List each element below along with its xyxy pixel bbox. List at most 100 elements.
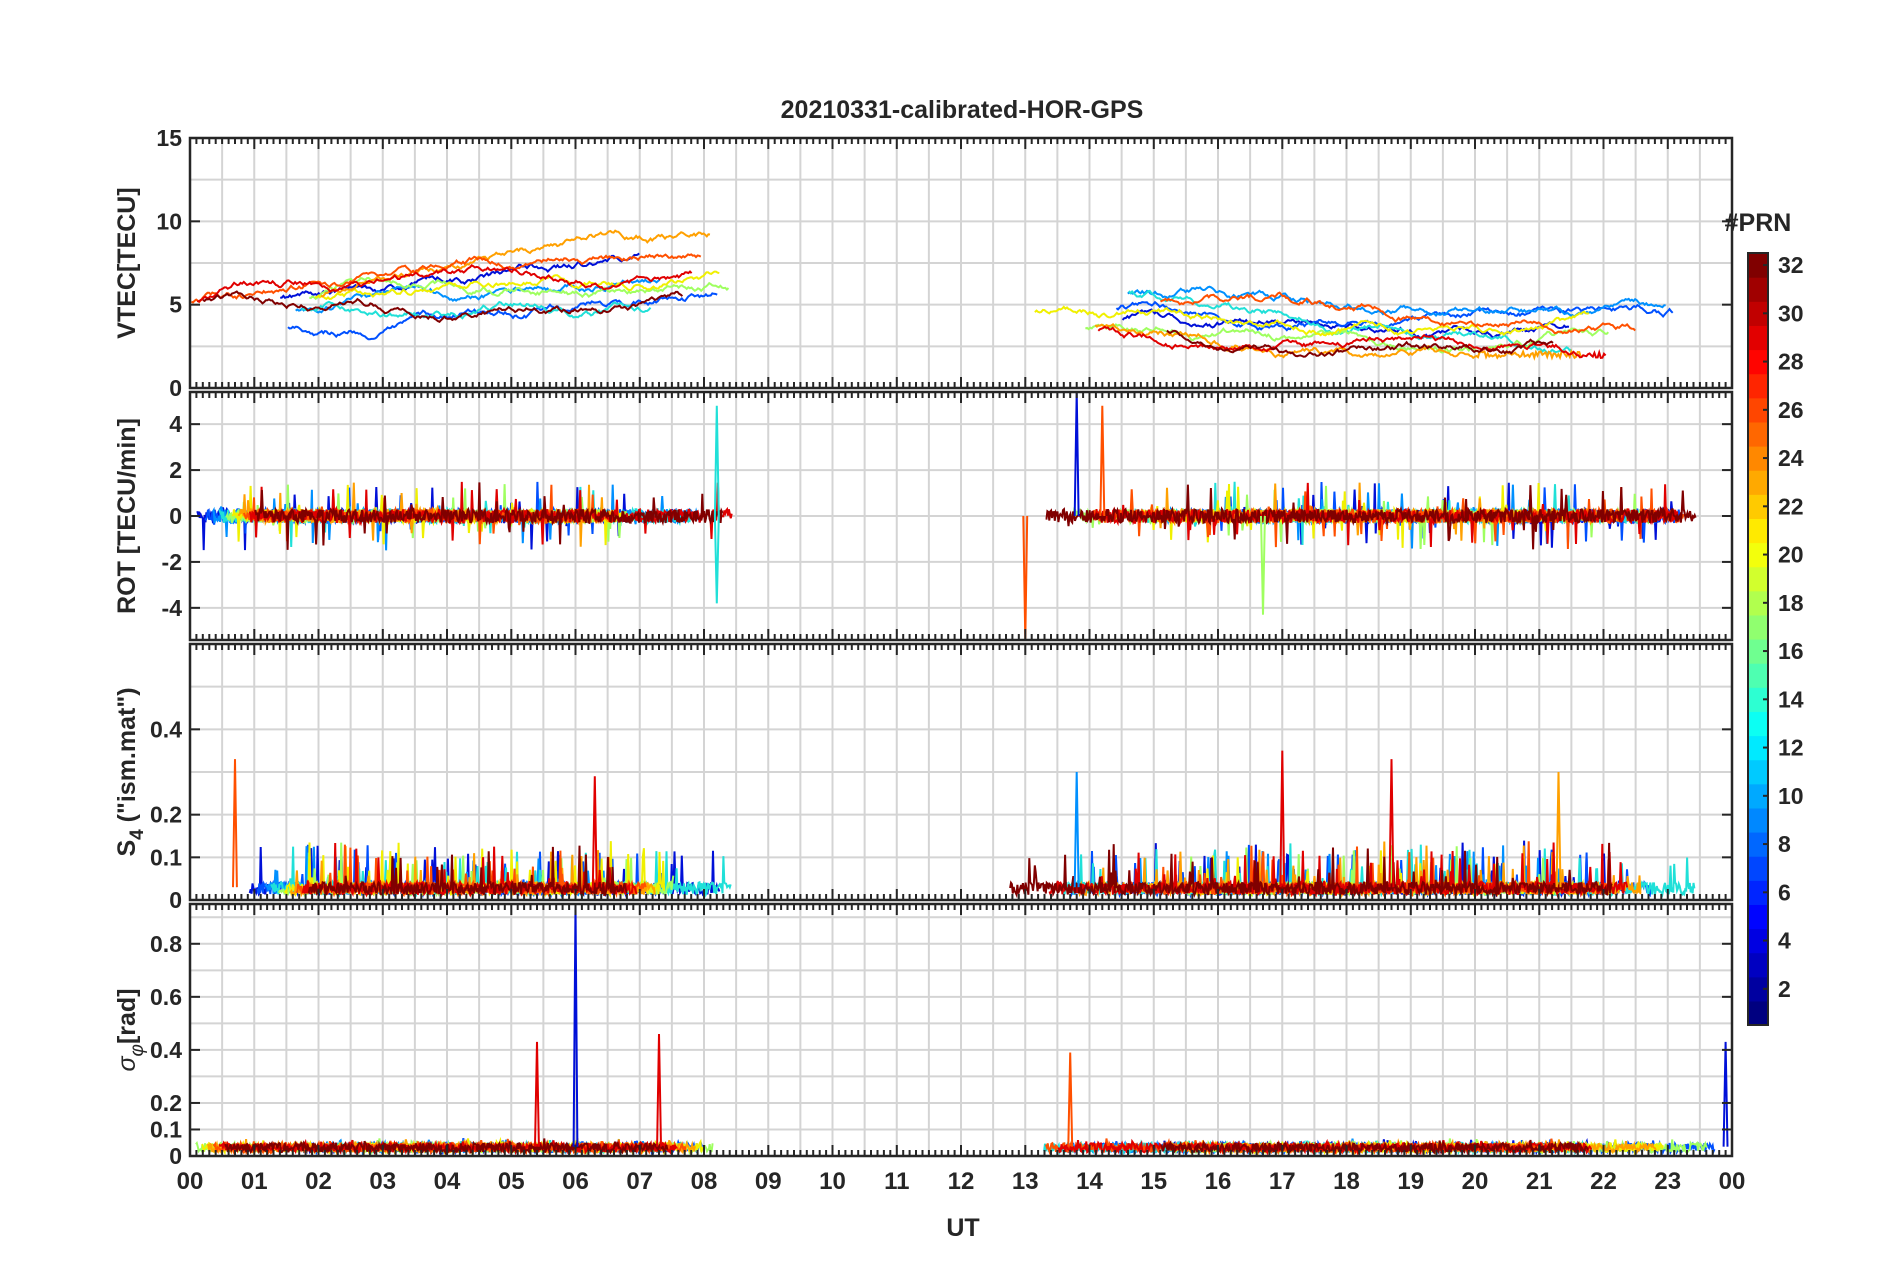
- colorbar-tick-label: 10: [1778, 783, 1804, 809]
- spike-prn-29: [656, 1033, 662, 1147]
- series-prn-29: [196, 264, 693, 303]
- colorbar-tick-label: 32: [1778, 252, 1804, 278]
- colorbar-tick-label: 14: [1778, 686, 1804, 712]
- series-prn-32: [1009, 842, 1613, 899]
- colorbar-swatch: [1748, 687, 1768, 712]
- colorbar-tick-label: 8: [1778, 831, 1791, 857]
- colorbar-swatch: [1748, 663, 1768, 688]
- x-tick-label: 05: [498, 1168, 525, 1195]
- colorbar-swatch: [1748, 832, 1768, 857]
- colorbar-swatch: [1748, 470, 1768, 495]
- series-prn-6: [287, 292, 718, 341]
- panel-s4: 0 0.1 0.2 0.4S4 ("ism.mat"): [113, 642, 1734, 913]
- panel-sigma_phi: 00.10.2 0.4 0.6 0.8 σφ[rad]: [113, 902, 1734, 1169]
- series-prn-32: [1166, 329, 1554, 358]
- series-prn-32: [254, 482, 724, 550]
- y-tick-label: -2: [162, 549, 182, 575]
- colorbar-swatch: [1748, 373, 1768, 399]
- y-tick-label: 0.1: [150, 844, 182, 870]
- x-tick-label: 18: [1333, 1168, 1360, 1195]
- spike-prn-2: [572, 904, 579, 1147]
- x-tick-label: 21: [1526, 1168, 1553, 1195]
- colorbar-tick-label: 12: [1778, 735, 1804, 761]
- colorbar-swatch: [1748, 446, 1768, 471]
- spike-prn-26: [1099, 405, 1106, 517]
- series-prn-32: [1160, 1139, 1589, 1156]
- spike-prn-29: [534, 1041, 540, 1147]
- colorbar-tick-label: 24: [1778, 445, 1804, 471]
- spike-prn-17: [1260, 515, 1266, 615]
- x-tick-label: 06: [562, 1168, 589, 1195]
- x-tick-label: 10: [819, 1168, 846, 1195]
- x-axis-label: UT: [946, 1214, 979, 1242]
- y-axis-label: σφ[rad]: [113, 988, 148, 1071]
- y-tick-label: 0.8: [150, 931, 182, 957]
- y-tick-label: 0.2: [150, 802, 182, 828]
- y-tick-label: 0.2: [150, 1090, 182, 1116]
- colorbar-swatch: [1748, 277, 1768, 302]
- x-tick-label: 08: [691, 1168, 718, 1195]
- spike-prn-23: [1555, 771, 1562, 888]
- series-prn-26: [190, 253, 702, 304]
- colorbar-swatch: [1748, 856, 1768, 881]
- y-tick-label: 4: [169, 411, 182, 437]
- series-prn-32: [1045, 484, 1697, 550]
- colorbar-swatch: [1748, 518, 1768, 544]
- colorbar-swatch: [1748, 301, 1768, 326]
- colorbar-swatch: [1748, 566, 1768, 592]
- series-prn-26: [1160, 291, 1636, 335]
- plot-area-vtec: [190, 229, 1674, 361]
- chart-title: 20210331-calibrated-HOR-GPS: [781, 96, 1144, 124]
- colorbar-swatch: [1748, 349, 1768, 375]
- colorbar-tick-label: 30: [1778, 300, 1804, 326]
- spike-prn-2: [1073, 392, 1080, 517]
- spike-prn-29: [1388, 759, 1395, 888]
- spike-prn-26: [1067, 1052, 1074, 1147]
- y-tick-label: 0.1: [150, 1116, 182, 1142]
- spike-prn-13: [713, 515, 720, 604]
- spike-prn-26: [232, 759, 238, 888]
- y-tick-label: 0: [169, 375, 182, 401]
- y-tick-label: 0.4: [150, 716, 182, 742]
- x-tick-label: 02: [305, 1168, 332, 1195]
- colorbar-tick-label: 22: [1778, 493, 1804, 519]
- panel-vtec: 0 5 10 15 VTEC[TECU]: [113, 125, 1734, 401]
- x-tick-label: 16: [1205, 1168, 1232, 1195]
- colorbar-swatch: [1748, 421, 1768, 447]
- spike-prn-29: [1279, 750, 1286, 888]
- series-prn-20: [1034, 305, 1590, 337]
- colorbar-swatch: [1748, 976, 1768, 1002]
- series-prn-29: [1097, 325, 1607, 359]
- axes-frame: [188, 390, 1734, 642]
- colorbar-tick-label: 4: [1778, 928, 1791, 954]
- x-tick-label: 15: [1140, 1168, 1167, 1195]
- colorbar-tick-label: 28: [1778, 349, 1804, 375]
- series-prn-13: [300, 300, 652, 320]
- colorbar-swatch: [1748, 1000, 1768, 1026]
- y-axis-label: S4 ("ism.mat"): [113, 687, 148, 856]
- colorbar-swatch: [1748, 759, 1768, 785]
- x-tick-label: 23: [1654, 1168, 1681, 1195]
- colorbar-swatch: [1748, 928, 1768, 954]
- colorbar-swatch: [1748, 807, 1768, 833]
- colorbar-swatch: [1748, 590, 1768, 616]
- colorbar-tick-label: 2: [1778, 976, 1791, 1002]
- colorbar-frame: [1747, 252, 1769, 1026]
- axes-frame: [188, 642, 1734, 902]
- y-axis-label: ROT [TECU/min]: [113, 418, 141, 614]
- colorbar-swatch: [1748, 880, 1768, 905]
- x-tick-label: 00: [1719, 1168, 1746, 1195]
- x-tick-label: 03: [369, 1168, 396, 1195]
- colorbar-swatch: [1748, 397, 1768, 423]
- y-tick-label: 10: [156, 208, 182, 234]
- x-tick-label: 01: [241, 1168, 268, 1195]
- colorbar-swatch: [1748, 639, 1768, 664]
- y-tick-label: -4: [162, 595, 183, 621]
- series-prn-6: [1115, 300, 1674, 332]
- x-tick-label: 13: [1012, 1168, 1039, 1195]
- y-tick-label: 0: [169, 1143, 182, 1169]
- colorbar-swatch: [1748, 494, 1768, 519]
- plot-area-s4: [232, 750, 1696, 899]
- axes-frame: [188, 902, 1734, 1158]
